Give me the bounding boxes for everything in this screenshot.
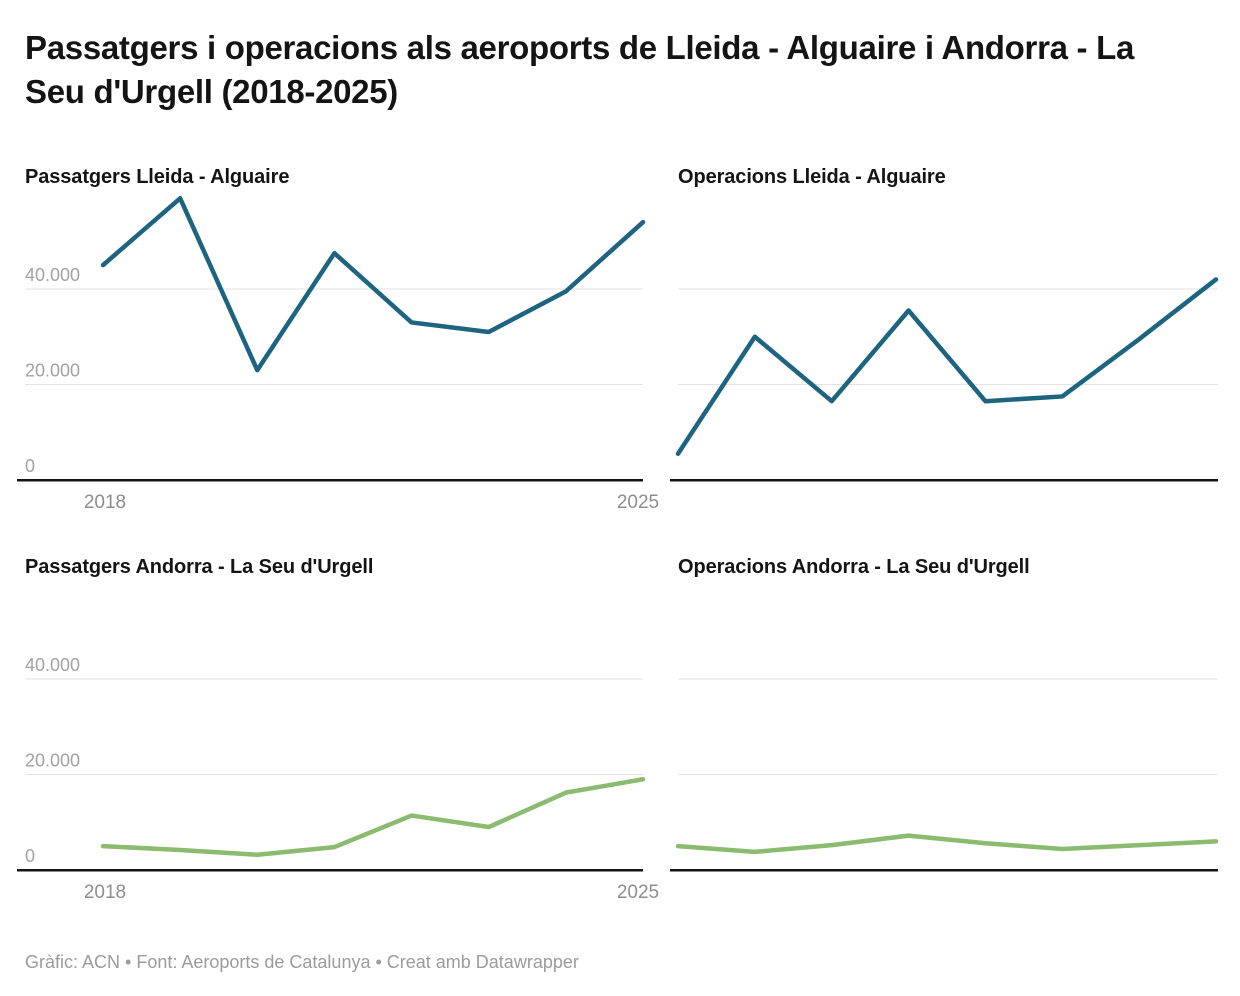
x-tick-label-first: 2018 — [84, 882, 126, 903]
data-line — [100, 777, 646, 857]
x-tick-label-last: 2025 — [617, 492, 659, 513]
y-tick-label: 20.000 — [25, 751, 80, 771]
y-tick-label: 0 — [25, 456, 35, 476]
figure-credit: Gràfic: ACN • Font: Aeroports de Catalun… — [25, 952, 579, 972]
panel-title-operacions-andorra: Operacions Andorra - La Seu d'Urgell — [678, 556, 1030, 578]
data-line — [675, 277, 1219, 456]
data-line — [100, 196, 646, 373]
line-chart-passatgers-lleida: 40.000 20.000 0 2018 2025 — [17, 196, 659, 513]
panel-title-passatgers-andorra: Passatgers Andorra - La Seu d'Urgell — [25, 556, 374, 578]
figure-title: Passatgers i operacions als aeroports de… — [25, 29, 1134, 110]
panel-title-passatgers-lleida: Passatgers Lleida - Alguaire — [25, 166, 290, 188]
y-tick-label: 20.000 — [25, 361, 80, 381]
x-tick-label-last: 2025 — [617, 882, 659, 903]
datawrapper-figure: Passatgers i operacions als aeroports de… — [17, 26, 1219, 973]
line-chart-operacions-lleida — [670, 277, 1219, 482]
panel-operacions-lleida-alguaire: Operacions Lleida - Alguaire — [670, 165, 1219, 517]
panel-title-operacions-lleida: Operacions Lleida - Alguaire — [678, 166, 946, 188]
y-tick-label: 40.000 — [25, 265, 80, 285]
charts-grid: Passatgers Lleida - Alguaire 40.000 20.00… — [17, 165, 1219, 907]
y-tick-label: 0 — [25, 846, 35, 866]
panel-passatgers-andorra-la-seu: Passatgers Andorra - La Seu d'Urgell 40.… — [17, 555, 659, 907]
panel-passatgers-lleida-alguaire: Passatgers Lleida - Alguaire 40.000 20.00… — [17, 165, 659, 517]
x-tick-label-first: 2018 — [84, 492, 126, 513]
data-line — [675, 833, 1219, 855]
y-tick-label: 40.000 — [25, 655, 80, 675]
panel-operacions-andorra-la-seu: Operacions Andorra - La Seu d'Urgell — [670, 555, 1219, 907]
line-chart-passatgers-andorra: 40.000 20.000 0 2018 2025 — [17, 655, 659, 903]
line-chart-operacions-andorra — [670, 678, 1219, 872]
